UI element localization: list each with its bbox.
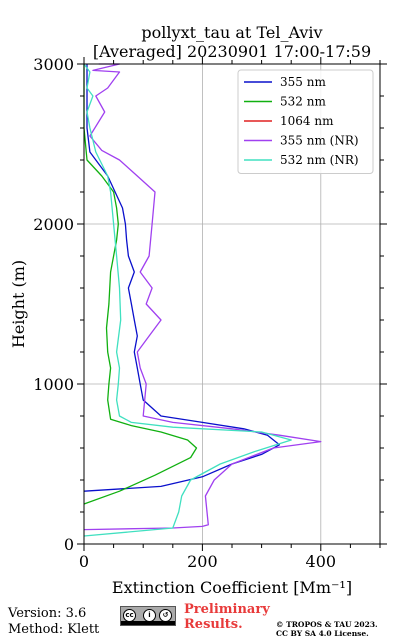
preliminary-results-text: Preliminary Results. (184, 602, 270, 632)
y-tick-label: 1000 (33, 375, 74, 394)
y-tick-label: 0 (64, 535, 74, 554)
chart-title-line2: [Averaged] 20230901 17:00-17:59 (93, 42, 371, 61)
chart-title-line1: pollyxt_tau at Tel_Aviv (141, 23, 322, 42)
legend-label: 1064 nm (280, 114, 334, 128)
license-line2: CC BY SA 4.0 License. (276, 629, 369, 638)
legend-box (237, 69, 374, 174)
series-line-532-nm-nr- (83, 63, 292, 537)
extinction-profile-chart: pollyxt_tau at Tel_Aviv [Averaged] 20230… (9, 23, 387, 597)
y-tick-label: 3000 (33, 55, 74, 74)
cc-license-badge: cc i ↺ (120, 606, 176, 626)
license-line1: © TROPOS & TAU 2023. (276, 620, 378, 629)
y-tick-label: 2000 (33, 215, 74, 234)
x-tick-label: 0 (79, 552, 89, 571)
method-text: Method: Klett (8, 622, 100, 637)
legend-label: 532 nm (NR) (280, 153, 359, 167)
preliminary-line1: Preliminary (184, 602, 270, 617)
y-axis-label: Height (m) (9, 260, 28, 348)
legend-label: 355 nm (NR) (280, 134, 359, 148)
sa-icon: ↺ (159, 609, 172, 622)
legend-label: 355 nm (280, 75, 326, 89)
series-lines (83, 63, 322, 537)
cc-badge-strip (121, 621, 175, 625)
axis-ticks: 0 200 400 0 1000 2000 3000 (33, 55, 387, 571)
series-line-355-nm-nr- (83, 63, 322, 531)
x-axis-label: Extinction Coefficient [Mm⁻¹] (112, 578, 352, 597)
preliminary-line2: Results. (184, 617, 243, 632)
series-line-532-nm (83, 64, 198, 505)
legend: 355 nm 532 nm 1064 nm 355 nm (NR) 532 nm (NR… (237, 69, 374, 174)
x-tick-label: 200 (187, 552, 218, 571)
legend-label: 532 nm (280, 95, 326, 109)
version-text: Version: 3.6 (8, 606, 87, 621)
x-tick-label: 400 (306, 552, 337, 571)
